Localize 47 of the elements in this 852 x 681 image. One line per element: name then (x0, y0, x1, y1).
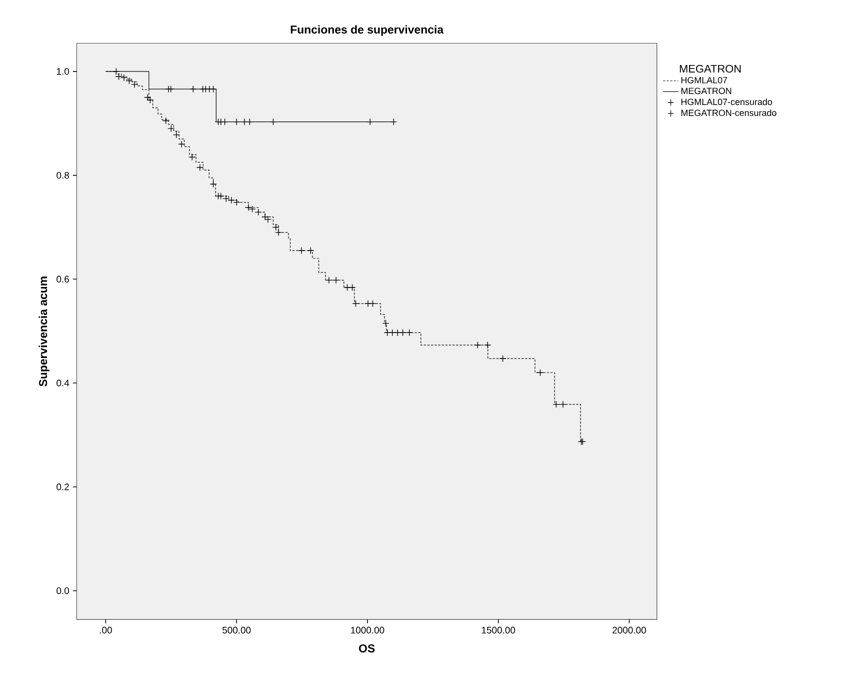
point (131, 81, 138, 88)
point (249, 206, 256, 212)
legend-title: MEGATRON (680, 64, 741, 73)
point (245, 204, 252, 211)
y-tick-label: 0.0 (56, 587, 70, 594)
point (560, 401, 566, 408)
point (307, 247, 314, 254)
y-tick-label: 0.4 (56, 380, 70, 386)
legend-label: MEGATRON (681, 88, 732, 94)
point (168, 86, 174, 92)
point (349, 284, 356, 291)
point (168, 125, 174, 132)
x-tick-label: 1000.00 (351, 626, 384, 634)
point (218, 192, 224, 200)
point (264, 216, 272, 223)
point (326, 277, 332, 284)
point (233, 199, 240, 206)
point (112, 68, 120, 75)
point (147, 96, 154, 104)
point (366, 118, 374, 125)
chart-title: Funciones de supervivencia (290, 25, 444, 36)
y-tick-label: 0.6 (56, 276, 69, 283)
x-tick-label: 1500.00 (482, 626, 516, 634)
legend-label: HGMLAL07 (681, 76, 728, 84)
point (190, 86, 196, 92)
point (233, 118, 240, 125)
y-tick-label: 0.8 (56, 172, 69, 179)
legend-label: HGMLAL07-censurado (681, 98, 772, 106)
legend-label: MEGATRON-censurado (681, 109, 776, 116)
point (210, 86, 216, 92)
point (120, 74, 128, 81)
y-tick-label: 0.2 (56, 484, 69, 490)
x-tick-label: 2000.00 (612, 626, 646, 634)
point (370, 300, 376, 307)
point (162, 118, 170, 124)
point (196, 164, 204, 171)
x-tick-label: 500.00 (222, 626, 251, 634)
x-tick-label: .00 (100, 626, 112, 634)
x-axis-title: OS (358, 644, 375, 652)
point (188, 154, 196, 160)
point (352, 300, 359, 307)
point (275, 229, 282, 236)
y-tick-label: 1.0 (56, 68, 70, 75)
point (298, 247, 305, 254)
point (241, 118, 248, 125)
y-axis-title: Supervivencia acum (38, 276, 50, 386)
point (332, 277, 340, 284)
